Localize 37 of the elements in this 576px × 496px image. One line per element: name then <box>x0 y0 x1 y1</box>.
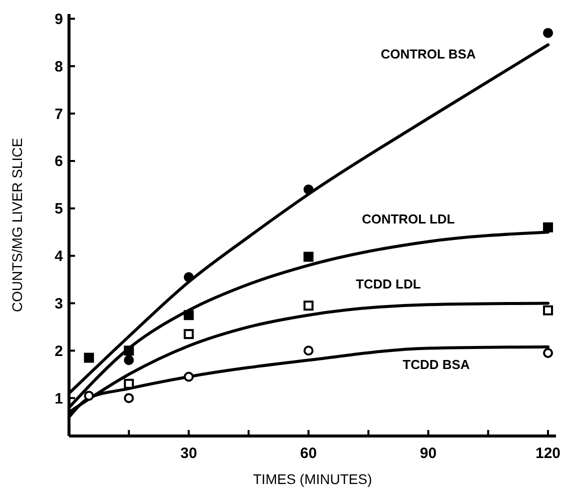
x-tick-label: 90 <box>420 445 437 462</box>
y-tick-label: 1 <box>54 390 63 408</box>
point <box>184 272 194 282</box>
point <box>184 310 194 320</box>
point <box>124 378 134 389</box>
point <box>124 393 134 404</box>
point <box>543 222 554 232</box>
point <box>304 300 314 311</box>
point <box>543 28 554 38</box>
y-tick-label: 6 <box>54 153 63 170</box>
x-axis-title: TIMES (MINUTES) <box>253 471 372 487</box>
point <box>304 252 314 262</box>
point <box>304 184 314 194</box>
y-tick-label: 9 <box>54 10 63 28</box>
point <box>124 346 134 356</box>
y-tick-label: 5 <box>54 200 63 218</box>
y-tick-label: 2 <box>54 342 63 360</box>
y-tick-label: 4 <box>54 248 64 266</box>
point <box>543 305 554 316</box>
y-axis-title: COUNTS/MG LIVER SLICE <box>9 138 25 312</box>
series-label: CONTROL LDL <box>362 212 455 227</box>
point <box>184 372 194 382</box>
y-tick-label: 3 <box>54 295 63 312</box>
x-tick-label: 60 <box>300 445 317 462</box>
point <box>84 352 94 363</box>
series-label: TCDD LDL <box>356 276 421 292</box>
x-tick-label: 30 <box>180 445 198 462</box>
series-label: CONTROL BSA <box>380 46 476 62</box>
y-tick-label: 7 <box>54 106 63 123</box>
point <box>124 355 134 366</box>
x-tick-label: 120 <box>536 445 561 462</box>
series-label: TCDD BSA <box>402 356 470 372</box>
point <box>184 329 194 340</box>
point <box>304 346 314 356</box>
y-tick-label: 8 <box>54 58 63 76</box>
point <box>543 348 554 358</box>
point <box>84 390 94 401</box>
